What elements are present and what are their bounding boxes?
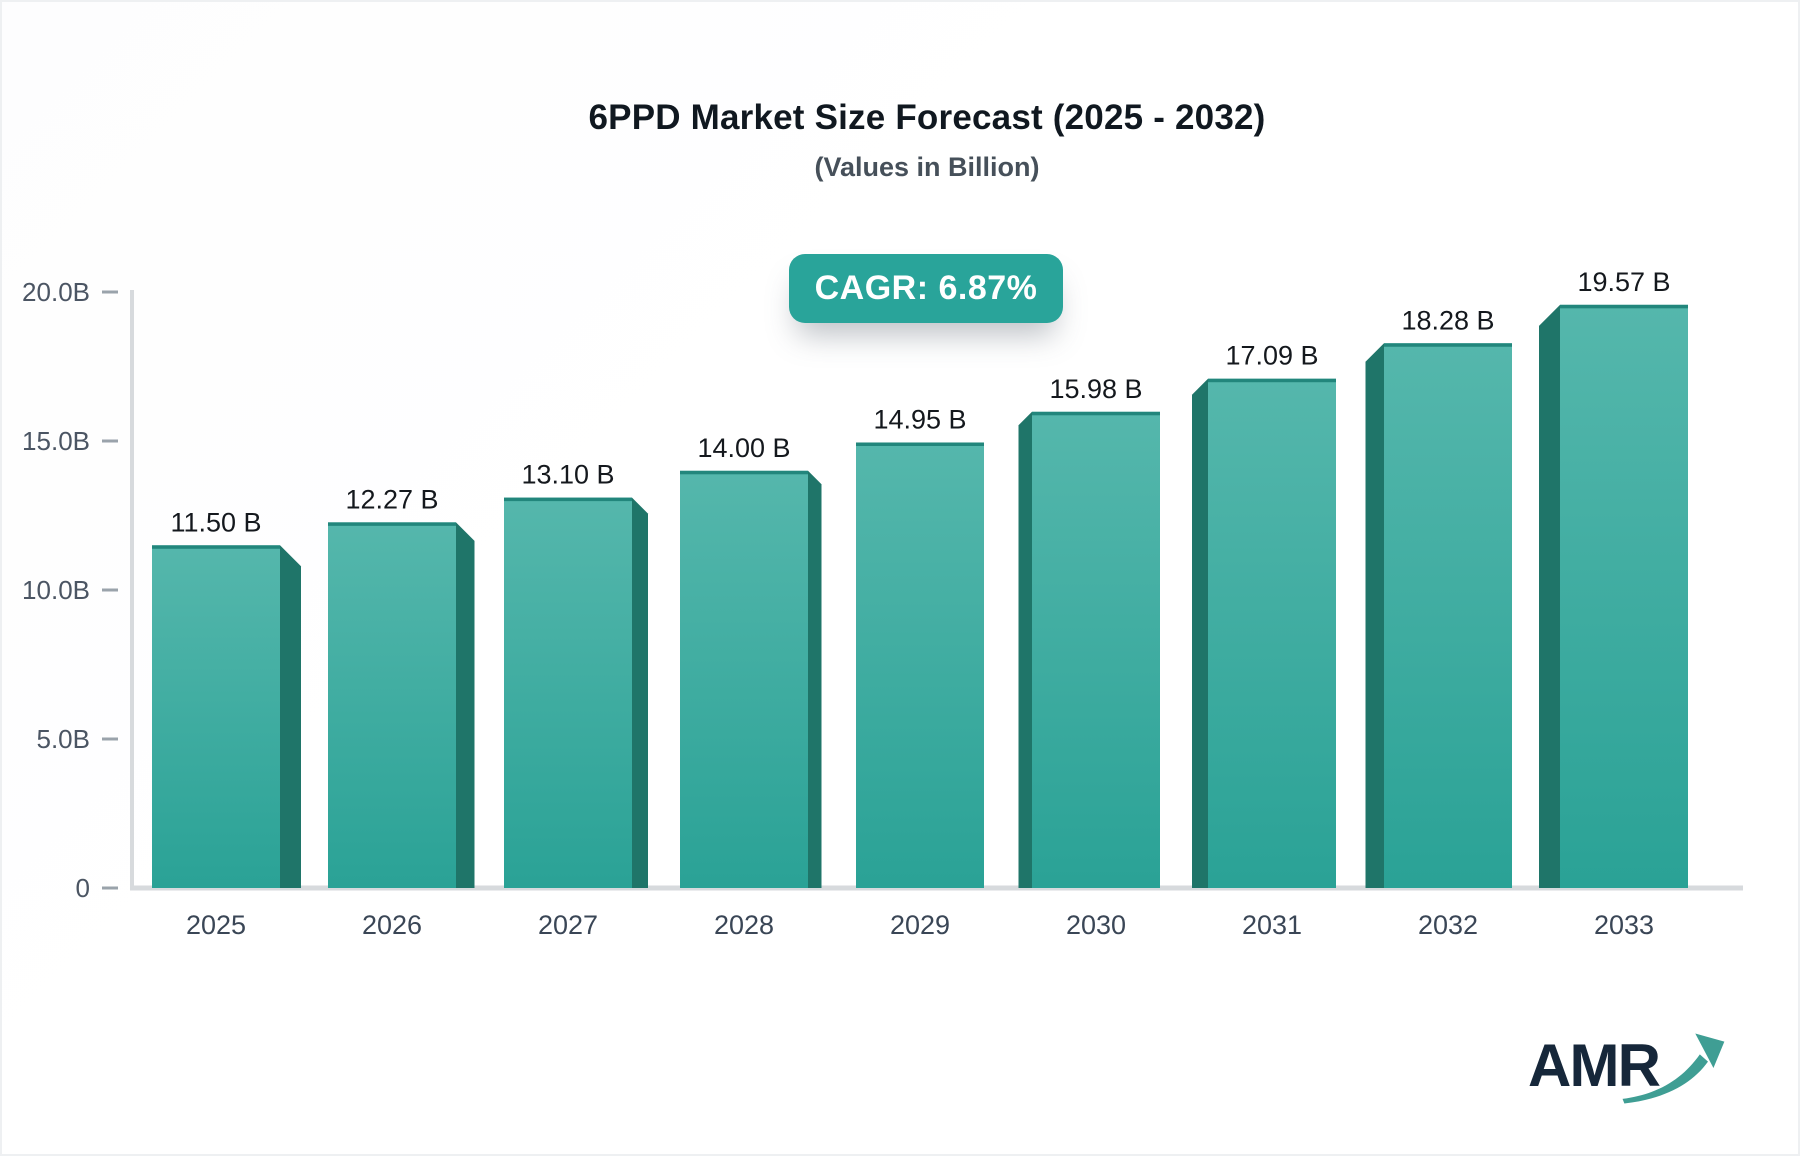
bar-2032 [1384,343,1512,889]
y-axis-tick-label: 0 [76,873,90,903]
bar-top-edge [504,497,632,502]
x-axis-category-label: 2028 [714,910,774,940]
bar-value-label: 14.00 B [697,433,790,463]
bar-2028 [680,470,808,888]
bar-value-label: 15.98 B [1049,374,1142,404]
y-axis-tick-label: 5.0B [37,724,91,754]
bar-side-face [1539,304,1560,889]
cagr-badge-label: CAGR: 6.87% [814,269,1038,307]
bar-value-label: 18.28 B [1401,305,1494,335]
bar-side-face [1018,411,1032,888]
x-axis-category-label: 2032 [1418,910,1478,940]
growth-arrow-icon [1622,1033,1725,1104]
x-axis-category-label: 2031 [1242,910,1302,940]
bar-top-edge [856,442,984,446]
y-axis-tick-label: 20.0B [22,277,90,307]
bar-top-edge [328,522,456,526]
bar-top-edge [1560,304,1688,309]
cagr-badge: CAGR: 6.87% [789,254,1063,323]
bar-top-edge [680,470,808,475]
chart-header: 6PPD Market Size Forecast (2025 - 2032) … [27,0,1800,183]
x-axis-category-label: 2030 [1066,910,1126,940]
x-axis-category-label: 2025 [186,910,246,940]
bar-value-label: 13.10 B [521,460,614,490]
page-title: 6PPD Market Size Forecast (2025 - 2032) [588,98,1266,137]
x-axis-category-label: 2027 [538,910,598,940]
bar-side-face [808,470,822,888]
bar-value-label: 19.57 B [1577,267,1670,297]
x-axis-category-label: 2029 [890,910,950,940]
amr-logo-text: AMR [1528,1032,1661,1099]
bar-2029 [856,442,984,888]
bar-side-face [456,522,475,888]
bar-value-label: 12.27 B [345,484,438,514]
amr-logo: AMR [1528,1032,1725,1104]
bar-top-edge [1384,343,1512,347]
bar-value-label: 17.09 B [1225,341,1318,371]
bar-side-face [280,545,301,888]
bar-value-label: 11.50 B [170,507,261,537]
bar-top-edge [152,545,280,549]
bar-top-edge [1032,411,1160,416]
bar-value-label: 14.95 B [873,404,966,434]
y-axis-tick-label: 15.0B [22,426,90,456]
bar-side-face [632,497,648,888]
bar-top-edge [1208,378,1336,383]
y-axis-tick-label: 10.0B [22,575,90,605]
bar-2033 [1560,304,1688,889]
bar-side-face [1365,343,1384,889]
bar-2031 [1208,378,1336,888]
bar-2026 [328,522,456,888]
bar-side-face [1192,378,1208,888]
bar-2030 [1032,411,1160,888]
bar-2025 [152,545,280,888]
x-axis-category-label: 2033 [1594,910,1654,940]
bar-2027 [504,497,632,888]
page-subtitle: (Values in Billion) [814,152,1040,182]
x-axis-category-label: 2026 [362,910,422,940]
